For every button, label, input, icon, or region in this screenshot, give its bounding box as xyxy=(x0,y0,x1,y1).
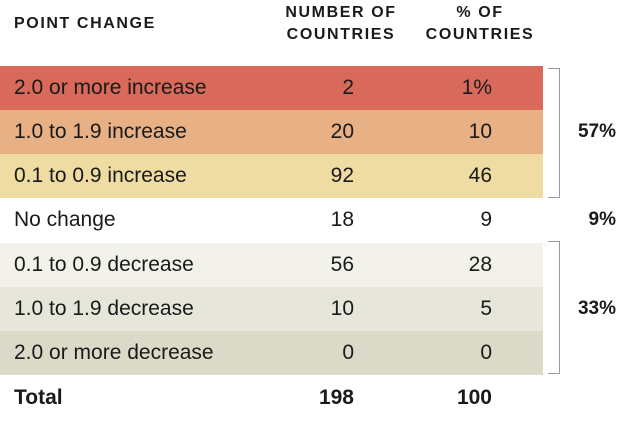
header-number-line2: COUNTRIES xyxy=(286,26,396,43)
row-number: 2 xyxy=(342,76,354,99)
table-row: No change 18 9 xyxy=(0,198,543,242)
row-percent: 46 xyxy=(468,164,492,187)
row-label: 2.0 or more increase xyxy=(14,76,207,99)
table-row: 0.1 to 0.9 decrease 56 28 xyxy=(0,243,543,287)
row-percent: 28 xyxy=(468,253,492,276)
row-percent: 5 xyxy=(480,297,492,320)
row-percent: 9 xyxy=(480,208,492,231)
increase-group-total: 57% xyxy=(577,121,616,142)
row-label: 2.0 or more decrease xyxy=(14,341,214,364)
total-number: 198 xyxy=(318,386,354,409)
header-percent-of-countries: % OF COUNTRIES xyxy=(416,2,544,46)
header-number-line1: NUMBER OF xyxy=(285,4,397,21)
row-number: 10 xyxy=(330,297,354,320)
no-change-group-total: 9% xyxy=(588,209,616,230)
header-number-of-countries: NUMBER OF COUNTRIES xyxy=(276,2,406,46)
header-percent-line2: COUNTRIES xyxy=(425,26,535,43)
total-row: Total 198 100 xyxy=(0,376,543,420)
row-label: 0.1 to 0.9 increase xyxy=(14,164,187,187)
decrease-bracket xyxy=(548,241,560,374)
row-number: 56 xyxy=(330,253,354,276)
row-label: 0.1 to 0.9 decrease xyxy=(14,253,194,276)
table-row: 1.0 to 1.9 decrease 10 5 xyxy=(0,287,543,331)
row-number: 0 xyxy=(342,341,354,364)
table-row: 2.0 or more increase 2 1% xyxy=(0,66,543,110)
header-percent-line1: % OF xyxy=(456,4,504,21)
decrease-group-total: 33% xyxy=(577,298,616,319)
row-number: 20 xyxy=(330,120,354,143)
increase-bracket xyxy=(548,68,560,198)
header-point-change: POINT CHANGE xyxy=(14,15,156,32)
row-percent: 1% xyxy=(461,76,492,99)
row-label: 1.0 to 1.9 decrease xyxy=(14,297,194,320)
table-row: 1.0 to 1.9 increase 20 10 xyxy=(0,110,543,154)
table-row: 0.1 to 0.9 increase 92 46 xyxy=(0,154,543,198)
row-label: No change xyxy=(14,208,116,231)
row-percent: 0 xyxy=(480,341,492,364)
total-percent: 100 xyxy=(456,386,492,409)
row-number: 92 xyxy=(330,164,354,187)
row-percent: 10 xyxy=(468,120,492,143)
row-label: 1.0 to 1.9 increase xyxy=(14,120,187,143)
row-number: 18 xyxy=(330,208,354,231)
table-row: 2.0 or more decrease 0 0 xyxy=(0,331,543,375)
total-label: Total xyxy=(14,386,63,409)
